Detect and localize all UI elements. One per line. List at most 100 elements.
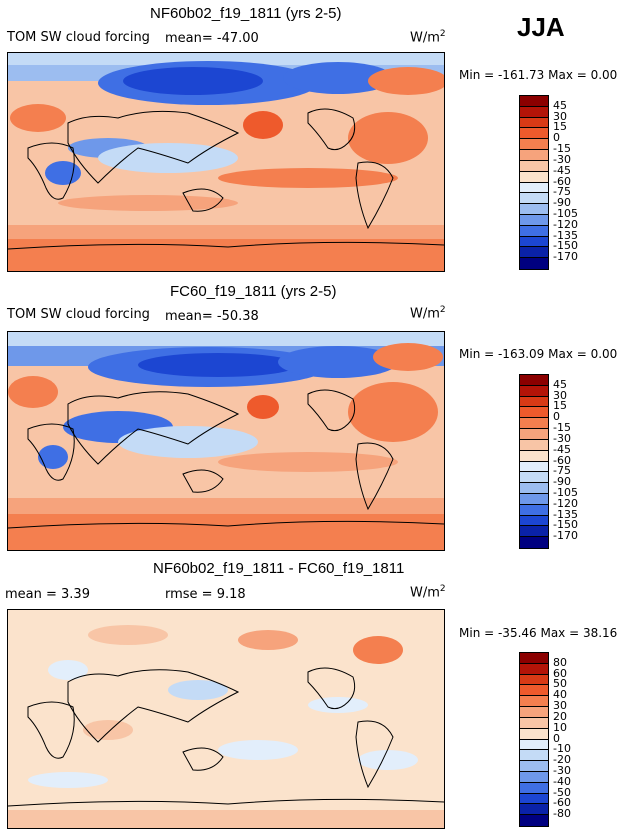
panel1-mean: mean= -47.00 bbox=[165, 31, 259, 46]
panel1-units: W/m2 bbox=[410, 29, 446, 46]
colorbar-swatch bbox=[520, 493, 548, 505]
colorbar-tick-label: -105 bbox=[553, 206, 578, 220]
colorbar-swatch bbox=[520, 674, 548, 686]
panel2-colorbar bbox=[519, 374, 549, 549]
colorbar-tick-label: 10 bbox=[553, 720, 567, 734]
panel1-minmax: Min = -161.73 Max = 0.00 bbox=[459, 68, 618, 82]
colorbar-swatch bbox=[520, 815, 548, 826]
colorbar-swatch bbox=[520, 728, 548, 740]
panel2-title: FC60_f19_1811 (yrs 2-5) bbox=[170, 283, 337, 300]
colorbar-tick-label: -30 bbox=[553, 763, 571, 777]
colorbar-tick-label: 15 bbox=[553, 399, 567, 413]
season-label: JJA bbox=[517, 12, 565, 42]
colorbar-swatch bbox=[520, 685, 548, 697]
colorbar-tick-label: -170 bbox=[553, 529, 578, 543]
colorbar-swatch bbox=[520, 771, 548, 783]
colorbar-swatch bbox=[520, 472, 548, 484]
colorbar-swatch bbox=[520, 182, 548, 194]
panel3-map bbox=[7, 609, 445, 829]
colorbar-tick-label: 80 bbox=[553, 655, 567, 669]
panel3-units: W/m2 bbox=[410, 584, 446, 601]
colorbar-tick-label: 30 bbox=[553, 388, 567, 402]
colorbar-swatch bbox=[520, 418, 548, 430]
colorbar-tick-label: 60 bbox=[553, 666, 567, 680]
colorbar-swatch bbox=[520, 483, 548, 494]
panel3-mean: mean = 3.39 bbox=[5, 587, 90, 602]
panel3-title: NF60b02_f19_1811 - FC60_f19_1811 bbox=[153, 560, 405, 577]
panel3-rmse: rmse = 9.18 bbox=[165, 587, 246, 602]
panel2-map-field bbox=[8, 332, 444, 550]
colorbar-tick-label: -50 bbox=[553, 785, 571, 799]
colorbar-swatch bbox=[520, 225, 548, 237]
colorbar-tick-label: -30 bbox=[553, 431, 571, 445]
colorbar-tick-label: 0 bbox=[553, 131, 560, 145]
colorbar-tick-label: -170 bbox=[553, 250, 578, 264]
panel1-title: NF60b02_f19_1811 (yrs 2-5) bbox=[150, 5, 342, 22]
colorbar-swatch bbox=[520, 193, 548, 205]
colorbar-tick-label: -15 bbox=[553, 421, 571, 435]
colorbar-swatch bbox=[520, 537, 548, 548]
panel2-map bbox=[7, 331, 445, 551]
colorbar-swatch bbox=[520, 804, 548, 816]
colorbar-tick-label: -75 bbox=[553, 464, 571, 478]
panel2-minmax: Min = -163.09 Max = 0.00 bbox=[459, 347, 618, 361]
colorbar-tick-label: 40 bbox=[553, 688, 567, 702]
colorbar-tick-label: -105 bbox=[553, 485, 578, 499]
colorbar-swatch bbox=[520, 439, 548, 451]
colorbar-tick-label: -120 bbox=[553, 217, 578, 231]
colorbar-tick-label: -20 bbox=[553, 753, 571, 767]
colorbar-swatch bbox=[520, 396, 548, 408]
colorbar-swatch bbox=[520, 526, 548, 538]
colorbar-swatch bbox=[520, 204, 548, 215]
colorbar-swatch bbox=[520, 717, 548, 729]
colorbar-tick-label: -90 bbox=[553, 196, 571, 210]
colorbar-tick-label: -135 bbox=[553, 507, 578, 521]
colorbar-swatch bbox=[520, 782, 548, 794]
colorbar-swatch bbox=[520, 504, 548, 516]
colorbar-tick-label: 15 bbox=[553, 120, 567, 134]
colorbar-tick-label: 45 bbox=[553, 98, 567, 112]
panel2-units: W/m2 bbox=[410, 305, 446, 322]
colorbar-swatch bbox=[520, 150, 548, 161]
colorbar-tick-label: 20 bbox=[553, 709, 567, 723]
panel3-minmax: Min = -35.46 Max = 38.16 bbox=[459, 626, 618, 640]
panel1-variable: TOM SW cloud forcing bbox=[7, 30, 150, 45]
colorbar-swatch bbox=[520, 106, 548, 118]
colorbar-swatch bbox=[520, 385, 548, 397]
colorbar-swatch bbox=[520, 750, 548, 762]
colorbar-swatch bbox=[520, 128, 548, 140]
colorbar-tick-label: -120 bbox=[553, 496, 578, 510]
colorbar-swatch bbox=[520, 236, 548, 248]
colorbar-swatch bbox=[520, 117, 548, 129]
panel1-map bbox=[7, 52, 445, 272]
colorbar-swatch bbox=[520, 407, 548, 419]
colorbar-swatch bbox=[520, 258, 548, 269]
colorbar-swatch bbox=[520, 160, 548, 172]
colorbar-swatch bbox=[520, 793, 548, 805]
colorbar-tick-label: -30 bbox=[553, 152, 571, 166]
colorbar-swatch bbox=[520, 739, 548, 751]
colorbar-swatch bbox=[520, 139, 548, 151]
colorbar-tick-label: -45 bbox=[553, 163, 571, 177]
panel2-variable: TOM SW cloud forcing bbox=[7, 307, 150, 322]
colorbar-swatch bbox=[520, 429, 548, 440]
colorbar-tick-label: -60 bbox=[553, 796, 571, 810]
colorbar-swatch bbox=[520, 96, 548, 107]
colorbar-tick-label: -80 bbox=[553, 807, 571, 821]
colorbar-swatch bbox=[520, 375, 548, 386]
colorbar-tick-label: 0 bbox=[553, 410, 560, 424]
colorbar-swatch bbox=[520, 461, 548, 473]
colorbar-swatch bbox=[520, 450, 548, 462]
colorbar-tick-label: 45 bbox=[553, 377, 567, 391]
colorbar-swatch bbox=[520, 696, 548, 708]
colorbar-tick-label: -135 bbox=[553, 228, 578, 242]
panel2-mean: mean= -50.38 bbox=[165, 309, 259, 324]
colorbar-tick-label: -40 bbox=[553, 774, 571, 788]
colorbar-tick-label: 0 bbox=[553, 731, 560, 745]
colorbar-tick-label: -15 bbox=[553, 142, 571, 156]
colorbar-tick-label: 50 bbox=[553, 677, 567, 691]
colorbar-swatch bbox=[520, 214, 548, 226]
colorbar-swatch bbox=[520, 247, 548, 259]
colorbar-swatch bbox=[520, 663, 548, 675]
colorbar-tick-label: -60 bbox=[553, 174, 571, 188]
